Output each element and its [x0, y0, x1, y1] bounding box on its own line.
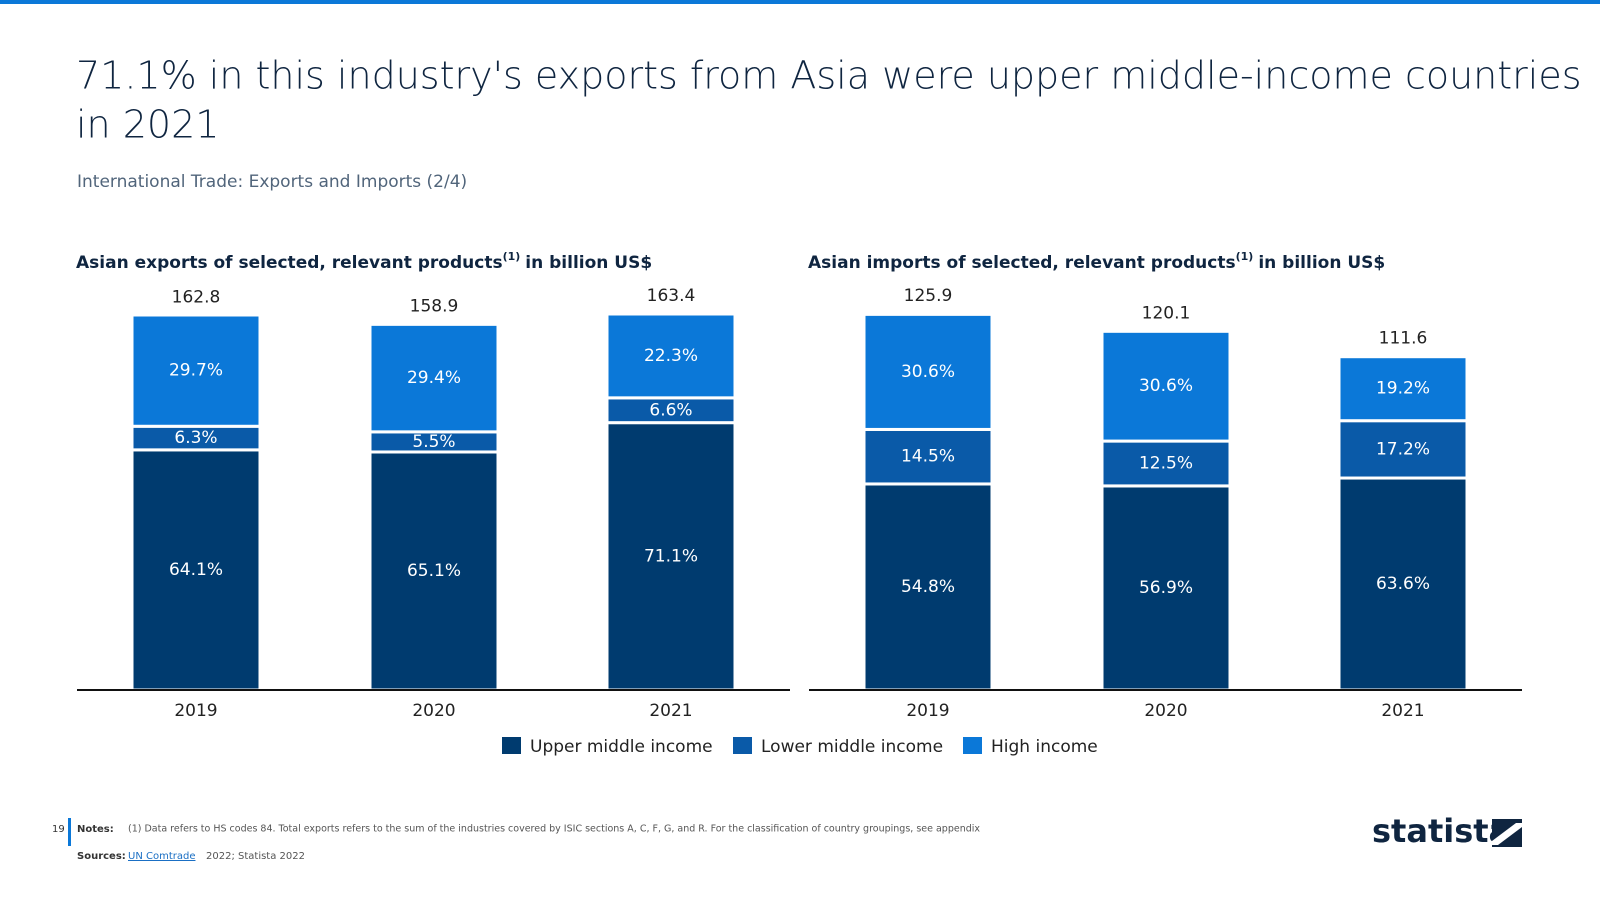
chart-title-text: Asian imports of selected, relevant prod… [808, 253, 1236, 273]
source-link[interactable]: UN Comtrade [128, 851, 195, 862]
value-label: 29.4% [407, 368, 461, 388]
value-label: 22.3% [644, 346, 698, 366]
x-tick-label: 2021 [649, 701, 692, 721]
x-tick-label: 2019 [174, 701, 217, 721]
bar-segment [368, 450, 500, 692]
chart-title-unit: in billion US$ [1258, 253, 1385, 273]
logo: statista [1372, 812, 1510, 850]
value-label: 17.2% [1376, 439, 1430, 459]
total-label: 163.4 [647, 286, 696, 306]
sources-label: Sources: [77, 851, 126, 862]
value-label: 6.6% [649, 400, 692, 420]
page-number: 19 [52, 824, 65, 835]
bar-segment [130, 448, 262, 692]
x-tick-label: 2019 [906, 701, 949, 721]
bar-segment [1100, 329, 1232, 443]
bar-segment [862, 312, 994, 431]
value-label: 12.5% [1139, 453, 1193, 473]
value-label: 65.1% [407, 561, 461, 581]
value-label: 29.7% [169, 361, 223, 381]
bar-segment [862, 427, 994, 486]
notes: (1) Data refers to HS codes 84. Total ex… [128, 824, 980, 835]
chart-title-superscript: (1) [503, 250, 521, 263]
value-label: 56.9% [1139, 578, 1193, 598]
bar-segment [1337, 355, 1469, 423]
x-tick-label: 2021 [1381, 701, 1424, 721]
legend-swatch [733, 737, 752, 754]
logo-icon [1492, 819, 1522, 847]
total-label: 162.8 [172, 287, 221, 307]
bar-segment [605, 312, 737, 400]
source-text: 2022; Statista 2022 [206, 851, 305, 862]
subtitle: International Trade: Exports and Imports… [77, 172, 467, 192]
x-tick-label: 2020 [412, 701, 455, 721]
value-label: 30.6% [901, 362, 955, 382]
notes-label: Notes: [77, 824, 114, 835]
total-label: 120.1 [1142, 303, 1191, 323]
chart-title-superscript: (1) [1236, 250, 1254, 263]
legend-label: High income [991, 737, 1098, 757]
value-label: 19.2% [1376, 379, 1430, 399]
value-label: 30.6% [1139, 376, 1193, 396]
legend-label: Upper middle income [530, 737, 713, 757]
legend-label: Lower middle income [761, 737, 943, 757]
value-label: 64.1% [169, 560, 223, 580]
x-tick-label: 2020 [1144, 701, 1187, 721]
bar-segment [605, 396, 737, 425]
value-label: 5.5% [412, 432, 455, 452]
total-label: 111.6 [1379, 329, 1428, 349]
value-label: 6.3% [174, 428, 217, 448]
value-label: 71.1% [644, 546, 698, 566]
top-bar [0, 0, 1600, 4]
bar-segment [1100, 439, 1232, 488]
legend-swatch [502, 737, 521, 754]
title: 71.1% in this industry's exports from As… [76, 54, 1582, 98]
value-label: 63.6% [1376, 574, 1430, 594]
chart-title-text: Asian exports of selected, relevant prod… [76, 253, 503, 273]
chart-title: Asian exports of selected, relevant prod… [76, 250, 652, 273]
page-marker [68, 818, 71, 846]
total-label: 158.9 [410, 296, 459, 316]
total-label: 125.9 [904, 286, 953, 306]
value-label: 14.5% [901, 447, 955, 467]
title: in 2021 [76, 103, 219, 147]
legend-swatch [963, 737, 982, 754]
value-label: 54.8% [901, 577, 955, 597]
chart-title-unit: in billion US$ [525, 253, 652, 273]
bar-segment [368, 322, 500, 434]
chart-title: Asian imports of selected, relevant prod… [808, 250, 1385, 273]
bar-segment [130, 313, 262, 428]
